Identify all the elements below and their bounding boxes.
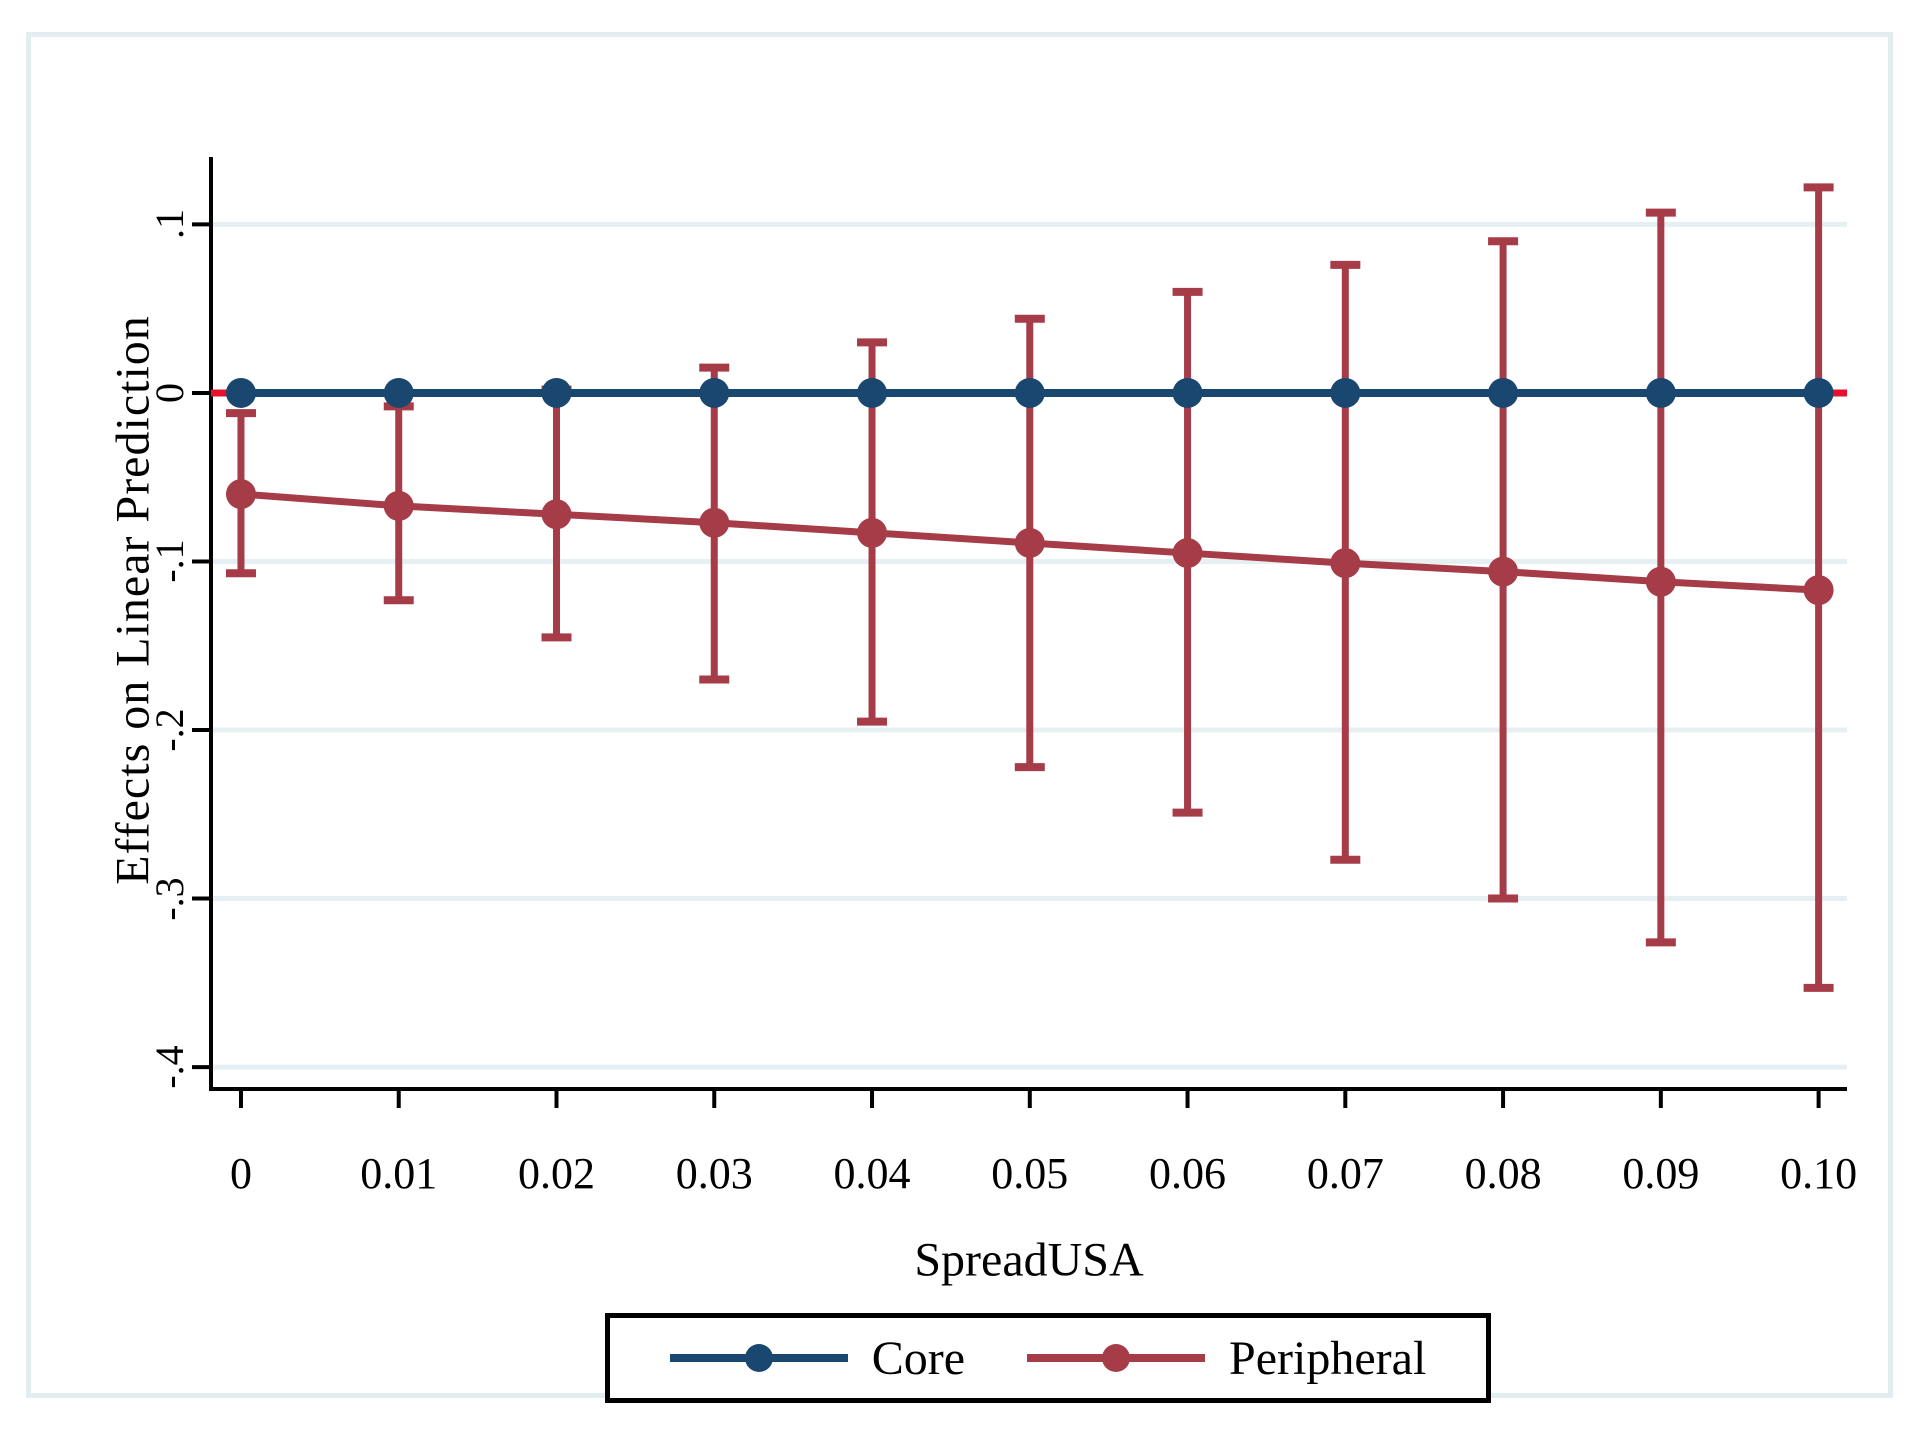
legend-label-core: Core	[871, 1331, 966, 1385]
peripheral-marker	[541, 499, 572, 530]
peripheral-marker	[383, 490, 414, 521]
peripheral-legend-swatch	[1027, 1344, 1206, 1372]
core-marker	[225, 377, 256, 408]
peripheral-marker	[1014, 527, 1045, 558]
x-axis-title: SpreadUSA	[914, 1233, 1144, 1287]
peripheral-marker	[699, 507, 730, 538]
peripheral-marker	[1645, 566, 1676, 597]
peripheral-legend-dot	[1102, 1344, 1131, 1372]
x-tick-label: 0.09	[1622, 1149, 1700, 1198]
legend: Core Peripheral	[605, 1313, 1491, 1403]
y-tick-label: -.4	[147, 1045, 192, 1089]
core-marker	[857, 377, 888, 408]
core-legend-swatch	[669, 1344, 848, 1372]
peripheral-marker	[1172, 538, 1203, 569]
core-marker	[1330, 377, 1361, 408]
core-marker	[541, 377, 572, 408]
legend-label-peripheral: Peripheral	[1229, 1331, 1427, 1385]
x-tick-label: 0.10	[1780, 1149, 1858, 1198]
core-marker	[1014, 377, 1045, 408]
core-marker	[1172, 377, 1203, 408]
core-marker	[699, 377, 730, 408]
x-tick-label: 0	[229, 1149, 252, 1198]
peripheral-marker	[225, 479, 256, 510]
core-legend-dot	[744, 1344, 773, 1372]
peripheral-marker	[1330, 548, 1361, 579]
x-tick-label: 0.05	[991, 1149, 1069, 1198]
x-tick-label: 0.02	[518, 1149, 595, 1198]
x-tick-label: 0.08	[1464, 1149, 1542, 1198]
core-marker	[383, 377, 414, 408]
core-marker	[1645, 377, 1676, 408]
x-tick-label: 0.03	[675, 1149, 753, 1198]
y-tick-label: .1	[147, 209, 192, 240]
x-tick-label: 0.01	[360, 1149, 438, 1198]
core-marker	[1803, 377, 1834, 408]
x-tick-label: 0.06	[1149, 1149, 1227, 1198]
y-axis-title: Effects on Linear Prediction	[106, 315, 160, 885]
peripheral-marker	[857, 517, 888, 548]
legend-item-peripheral: Peripheral	[1027, 1331, 1426, 1386]
x-tick-label: 0.07	[1306, 1149, 1384, 1198]
legend-item-core: Core	[669, 1331, 966, 1386]
core-marker	[1488, 377, 1519, 408]
peripheral-marker	[1488, 556, 1519, 587]
peripheral-marker	[1803, 575, 1834, 606]
x-tick-label: 0.04	[833, 1149, 911, 1198]
